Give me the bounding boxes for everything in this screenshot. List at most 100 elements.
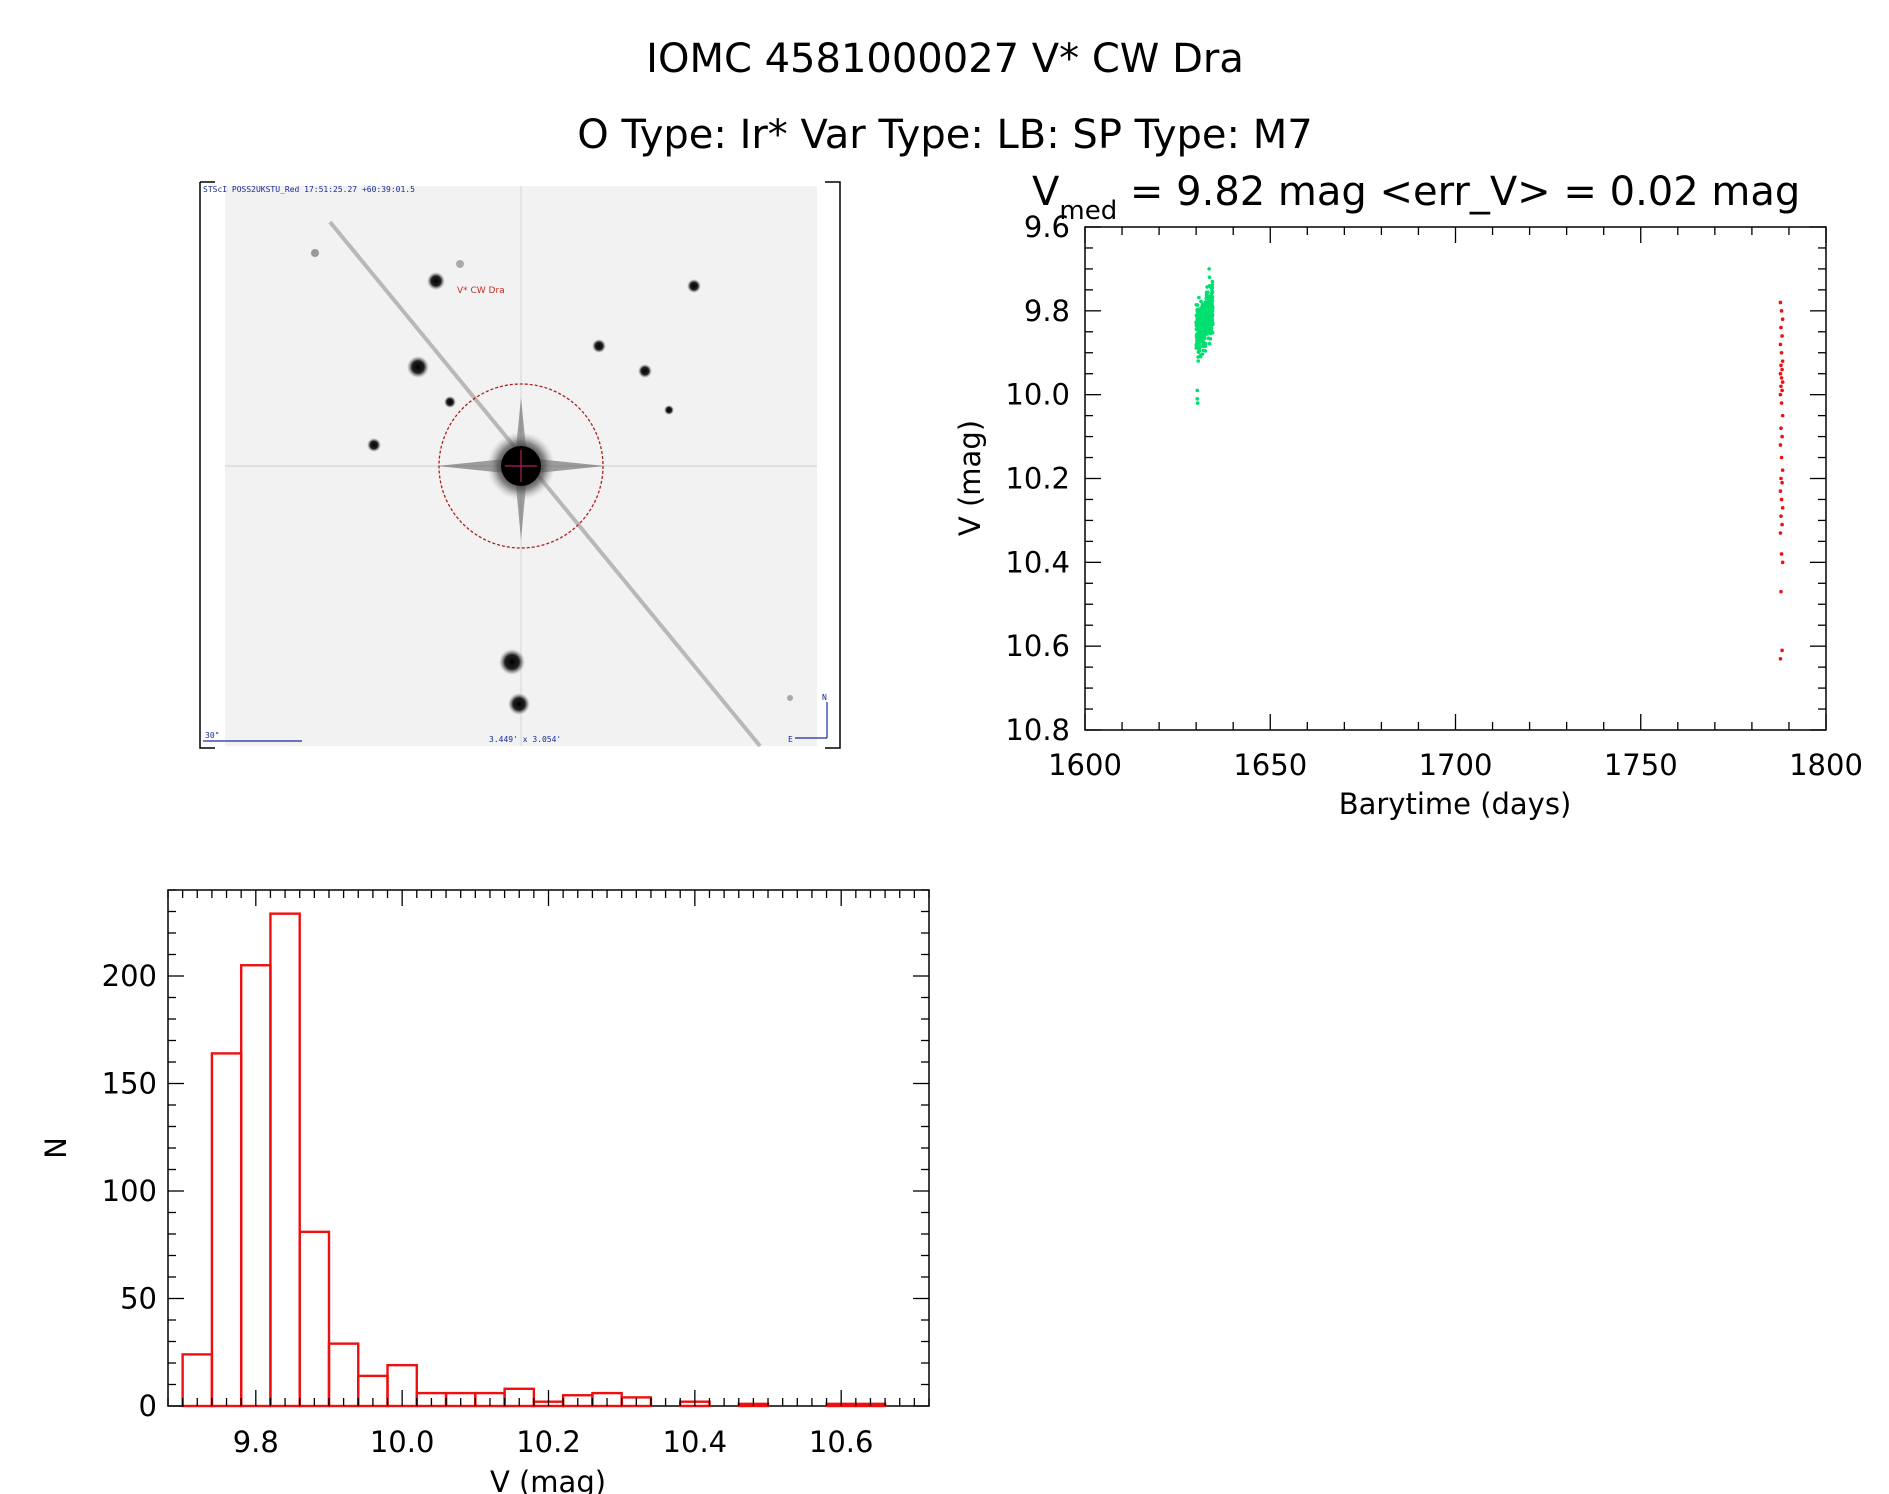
field-star <box>427 272 445 290</box>
season1-point <box>1208 337 1213 341</box>
histogram-bar <box>269 912 301 1408</box>
scale-label: 30" <box>205 731 219 740</box>
season1-point <box>1204 314 1209 319</box>
season1-point <box>1195 397 1200 401</box>
season1-point <box>1195 401 1200 405</box>
season1-point <box>1198 353 1203 357</box>
y-tick-label: 0 <box>139 1389 157 1423</box>
season2-point <box>1778 531 1783 535</box>
season1-point <box>1199 299 1203 304</box>
season1-point <box>1196 355 1200 359</box>
season2-point <box>1778 342 1783 347</box>
season2-point <box>1779 514 1783 519</box>
light-curve-ylabel: V (mag) <box>953 420 987 536</box>
x-tick-label: 10.2 <box>516 1425 581 1459</box>
season2-point <box>1780 434 1784 439</box>
x-tick-label: 10.0 <box>370 1425 435 1459</box>
season2-point <box>1780 506 1785 510</box>
light-curve-frame <box>1084 226 1827 731</box>
season1-point <box>1207 275 1212 280</box>
field-star <box>456 260 464 268</box>
season2-point <box>1780 648 1784 653</box>
x-tick-label: 1800 <box>1789 748 1863 782</box>
figure-title-line1: IOMC 4581000027 V* CW Dra <box>646 36 1244 82</box>
season1-point <box>1194 302 1199 307</box>
season1-point <box>1210 279 1215 284</box>
field-star <box>664 405 674 415</box>
season1-point <box>1197 349 1202 353</box>
x-tick-label: 1600 <box>1048 748 1122 782</box>
season1-point <box>1199 306 1204 311</box>
season2-point <box>1779 325 1783 330</box>
histogram-xlabel: V (mag) <box>490 1465 606 1494</box>
x-tick-label: 1650 <box>1233 748 1307 782</box>
season1-point <box>1203 331 1207 336</box>
histogram-frame <box>167 889 930 1407</box>
season1-point <box>1207 341 1212 346</box>
field-star <box>444 396 456 408</box>
season2-point <box>1778 392 1783 397</box>
season1-point <box>1194 343 1199 348</box>
season1-point <box>1195 388 1200 393</box>
season2-point <box>1778 489 1783 493</box>
season2-point <box>1779 589 1783 594</box>
season1-point <box>1207 267 1211 271</box>
season2-point <box>1778 656 1783 661</box>
field-star <box>787 695 793 701</box>
season2-point <box>1779 552 1784 556</box>
season1-point <box>1207 318 1212 323</box>
season1-point <box>1206 330 1210 334</box>
season2-point <box>1780 480 1784 485</box>
season2-point <box>1779 350 1784 355</box>
season2-point <box>1780 367 1784 372</box>
season2-point <box>1780 317 1785 322</box>
field-star <box>687 279 701 293</box>
histogram-chart: 9.8 10.0 10.2 10.4 10.6 0 50 100 150 200 V (mag)… <box>39 889 930 1494</box>
season1-point <box>1197 324 1202 329</box>
season1-point <box>1200 320 1205 324</box>
field-star <box>367 438 381 452</box>
season2-point <box>1780 334 1784 338</box>
season1-point <box>1205 285 1209 289</box>
finder-frame <box>199 181 841 749</box>
y-tick-label: 10.4 <box>1005 545 1070 579</box>
season1-point <box>1196 359 1201 363</box>
x-tick-label: 10.4 <box>663 1425 728 1459</box>
title-v: V <box>1032 169 1060 215</box>
season2-point <box>1779 376 1784 380</box>
compass-east: E <box>788 735 793 744</box>
season1-point <box>1204 311 1209 315</box>
season2-point <box>1779 384 1783 389</box>
season1-point <box>1197 328 1201 332</box>
season1-point <box>1210 283 1215 287</box>
target-label: V* CW Dra <box>457 286 505 296</box>
season1-point <box>1205 322 1210 327</box>
y-tick-label: 200 <box>102 959 157 993</box>
season2-point <box>1778 443 1783 447</box>
season2-point <box>1779 309 1784 313</box>
light-curve-title: Vmed = 9.82 mag <err_V> = 0.02 mag <box>1032 169 1800 226</box>
season1-point <box>1201 340 1206 345</box>
season1-point <box>1195 332 1199 336</box>
season2-point <box>1780 560 1785 565</box>
y-tick-label: 10.6 <box>1005 629 1070 663</box>
season1-point <box>1210 330 1215 335</box>
season2-point <box>1780 522 1784 527</box>
season2-point <box>1780 380 1785 384</box>
field-star <box>508 693 530 715</box>
y-tick-label: 10.8 <box>1005 713 1070 747</box>
season2-point <box>1778 300 1783 305</box>
y-tick-label: 100 <box>102 1174 157 1208</box>
season1-point <box>1197 310 1201 314</box>
histogram-bar <box>210 1052 243 1408</box>
x-tick-label: 1750 <box>1604 748 1678 782</box>
field-star <box>311 249 319 257</box>
season2-point <box>1779 455 1784 460</box>
season2-point <box>1779 363 1783 368</box>
finder-image: STScI POSS2UKSTU_Red 17:51:25.27 +60:39:… <box>199 181 841 749</box>
aperture-circle <box>438 383 604 549</box>
light-curve-xlabel: Barytime (days) <box>1339 787 1572 821</box>
field-star <box>499 649 525 675</box>
season1-point <box>1202 335 1207 340</box>
season2-point <box>1780 359 1785 363</box>
